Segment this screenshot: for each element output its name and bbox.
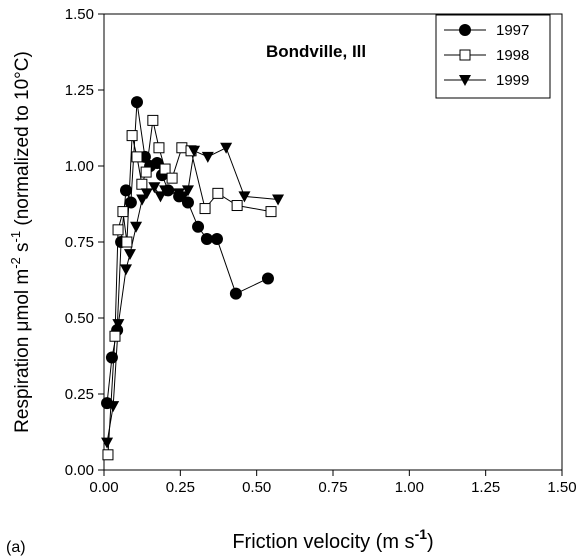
marker-square — [265, 206, 277, 218]
marker-square — [131, 151, 143, 163]
marker-triangle — [148, 182, 161, 194]
marker-circle — [229, 287, 242, 300]
marker-circle — [130, 96, 143, 109]
marker-square — [126, 130, 138, 142]
marker-square — [153, 142, 165, 154]
x-tick-label: 0.25 — [166, 479, 195, 496]
legend-label: 1998 — [496, 47, 529, 64]
y-tick-label: 1.00 — [65, 158, 94, 175]
marker-triangle — [119, 264, 132, 276]
x-tick-label: 0.50 — [242, 479, 271, 496]
marker-square — [102, 449, 114, 461]
y-label-part: s — [12, 242, 33, 257]
marker-triangle — [201, 151, 214, 163]
marker-circle — [124, 196, 137, 209]
marker-square — [117, 206, 129, 218]
marker-square — [136, 178, 148, 190]
legend-marker — [459, 49, 471, 61]
marker-circle — [261, 272, 274, 285]
y-tick-label: 0.75 — [65, 234, 94, 251]
marker-triangle — [220, 142, 233, 154]
x-axis-label: Friction velocity (m s-1) — [232, 526, 433, 553]
annotation: Bondville, Ill — [266, 42, 366, 61]
y-tick-label: 0.25 — [65, 386, 94, 403]
marker-square — [212, 187, 224, 199]
marker-triangle — [188, 145, 201, 157]
legend-frame — [435, 14, 551, 99]
marker-square — [176, 142, 188, 154]
marker-triangle — [140, 188, 153, 200]
marker-triangle — [123, 249, 136, 261]
marker-square — [140, 166, 152, 178]
y-axis-label: Respiration μmol m-2 s-1 (normalized to … — [8, 51, 33, 433]
marker-triangle — [154, 191, 167, 203]
marker-square — [199, 203, 211, 215]
panel-label: (a) — [6, 539, 26, 556]
x-tick-label: 0.75 — [318, 479, 347, 496]
marker-triangle — [130, 221, 143, 233]
legend-label: 1999 — [496, 72, 529, 89]
marker-triangle — [112, 319, 125, 331]
x-tick-label: 1.50 — [547, 479, 576, 496]
marker-circle — [105, 351, 118, 364]
y-tick-label: 1.50 — [65, 6, 94, 23]
y-tick-label: 0.00 — [65, 462, 94, 479]
series-line — [106, 147, 279, 443]
y-label-part: Respiration μmol m — [12, 269, 33, 433]
marker-triangle — [238, 191, 251, 203]
marker-square — [109, 330, 121, 342]
x-label-part: ) — [427, 531, 434, 553]
marker-circle — [210, 232, 223, 245]
marker-triangle — [136, 194, 149, 206]
marker-triangle — [272, 194, 285, 206]
marker-square — [121, 236, 133, 248]
x-tick-label: 1.25 — [471, 479, 500, 496]
y-label-sup: -1 — [8, 231, 23, 243]
legend-marker — [459, 24, 471, 36]
marker-triangle — [107, 401, 120, 413]
y-label-part: (normalized to 10°C) — [12, 51, 33, 231]
x-tick-label: 1.00 — [395, 479, 424, 496]
marker-circle — [192, 220, 205, 233]
marker-triangle — [181, 185, 194, 197]
marker-square — [159, 163, 171, 175]
y-tick-label: 0.50 — [65, 310, 94, 327]
x-label-part: Friction velocity (m s — [232, 531, 414, 553]
marker-triangle — [177, 191, 190, 203]
marker-square — [112, 224, 124, 236]
y-tick-label: 1.25 — [65, 82, 94, 99]
y-label-sup: -2 — [8, 257, 23, 269]
marker-circle — [200, 232, 213, 245]
marker-circle — [119, 184, 132, 197]
marker-square — [231, 200, 243, 212]
marker-triangle — [101, 437, 114, 449]
marker-square — [166, 172, 178, 184]
x-label-sup: -1 — [415, 526, 428, 542]
marker-triangle — [159, 185, 172, 197]
x-tick-label: 0.00 — [89, 479, 118, 496]
legend-marker — [459, 75, 471, 86]
marker-square — [147, 114, 159, 126]
legend-label: 1997 — [496, 22, 529, 39]
